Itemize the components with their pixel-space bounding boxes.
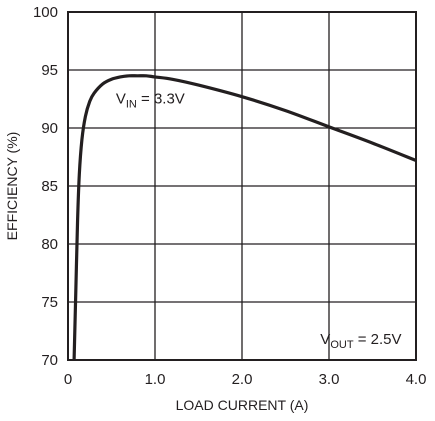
y-axis-label: EFFICIENCY (%) (4, 132, 20, 241)
y-tick-label: 100 (33, 4, 58, 21)
x-tick-label: 2.0 (232, 371, 253, 388)
curve-annotation: VIN = 3.3V (116, 91, 185, 111)
curve-layer (72, 74, 417, 361)
y-tick-label: 70 (41, 352, 58, 369)
annotations: VIN = 3.3V VOUT = 2.5V (116, 91, 402, 351)
y-tick-labels: 70 75 80 85 90 95 100 (33, 4, 58, 369)
x-tick-label: 3.0 (319, 371, 340, 388)
y-tick-label: 75 (41, 294, 58, 311)
x-tick-label: 4.0 (406, 371, 427, 388)
y-tick-label: 80 (41, 236, 58, 253)
y-tick-label: 95 (41, 62, 58, 79)
x-tick-label: 1.0 (145, 371, 166, 388)
x-tick-label: 0 (64, 371, 72, 388)
efficiency-curve (72, 74, 417, 361)
x-tick-labels: 0 1.0 2.0 3.0 4.0 (64, 371, 427, 388)
curve-annotation: VOUT = 2.5V (320, 331, 401, 351)
plot-frame (67, 11, 417, 361)
y-tick-label: 90 (41, 120, 58, 137)
x-axis-label: LOAD CURRENT (A) (176, 397, 309, 413)
grid (67, 11, 417, 361)
y-tick-label: 85 (41, 178, 58, 195)
